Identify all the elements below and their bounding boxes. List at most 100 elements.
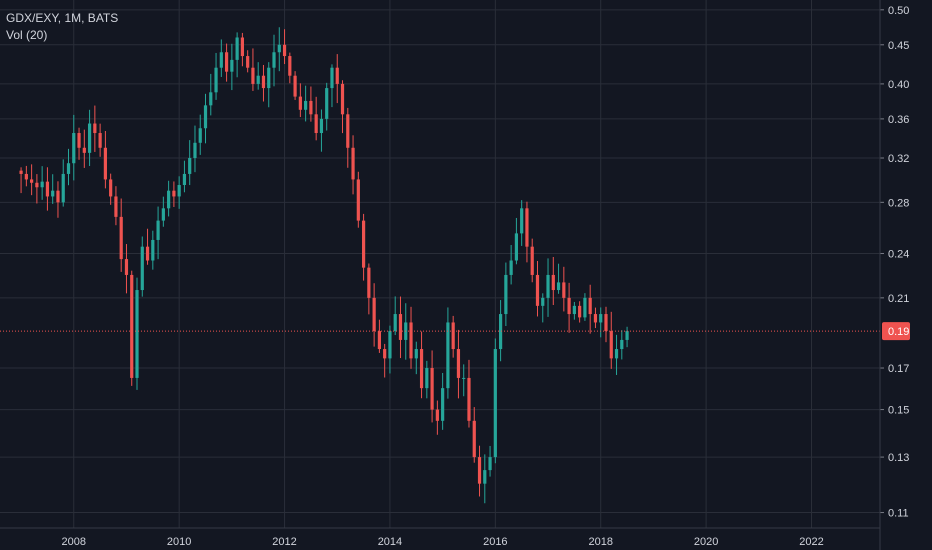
candle-body	[556, 282, 561, 291]
candle-body	[261, 75, 266, 89]
y-tick-label: 0.50	[888, 5, 909, 17]
candle	[198, 114, 202, 155]
candle	[114, 186, 118, 226]
candle-body	[293, 75, 297, 97]
y-tick-label: 0.28	[888, 197, 909, 209]
candle	[393, 296, 397, 336]
candle	[388, 325, 392, 374]
candle-body	[435, 409, 439, 421]
x-tick-label: 2018	[588, 536, 612, 548]
symbol-legend[interactable]: GDX/EXY, 1M, BATS	[6, 11, 119, 25]
candle	[24, 165, 28, 187]
x-tick-label: 2020	[694, 536, 718, 548]
candle-body	[504, 274, 508, 315]
candles	[19, 27, 629, 504]
candle-body	[340, 83, 345, 115]
candle-body	[493, 349, 497, 458]
candle	[504, 262, 508, 326]
candle	[572, 301, 576, 320]
candle-body	[467, 377, 471, 421]
candle	[562, 266, 566, 312]
candle-body	[135, 290, 139, 378]
y-tick-label: 0.36	[888, 114, 909, 126]
candle-body	[35, 182, 39, 188]
candle	[525, 201, 529, 263]
candle	[477, 445, 482, 497]
candle-body	[535, 274, 540, 306]
y-tick-label: 0.21	[888, 293, 909, 305]
candle	[40, 166, 44, 200]
candle	[620, 330, 624, 360]
candle	[356, 171, 360, 228]
candle-body	[441, 388, 445, 421]
candle	[583, 293, 587, 321]
candle	[51, 174, 55, 204]
candle-body	[277, 44, 281, 53]
candle	[314, 96, 318, 141]
candle-body	[377, 331, 382, 350]
volume-indicator-legend[interactable]: Vol (20)	[6, 28, 48, 42]
candle	[483, 454, 487, 504]
candle	[240, 32, 244, 67]
candle-body	[498, 314, 503, 350]
candle-body	[219, 52, 223, 68]
candle-body	[583, 297, 587, 318]
candle-body	[182, 173, 187, 186]
candle-body	[24, 173, 28, 180]
candle	[298, 83, 302, 118]
candle-body	[172, 190, 176, 197]
candle	[140, 236, 144, 297]
x-tick-label: 2014	[378, 536, 402, 548]
candle-body	[203, 105, 208, 129]
candle-body	[483, 470, 487, 484]
candle-body	[398, 314, 403, 340]
candle	[288, 52, 292, 84]
candle	[541, 293, 545, 323]
candle	[156, 206, 160, 260]
candle-body	[356, 179, 360, 221]
candle	[472, 407, 476, 463]
candle	[209, 73, 213, 116]
candle-body	[246, 56, 250, 68]
candle	[203, 93, 208, 144]
candle-body	[609, 331, 613, 359]
candle-body	[251, 67, 255, 84]
candle-body	[98, 133, 102, 148]
candle-body	[383, 349, 387, 359]
candle	[372, 283, 376, 347]
candle	[325, 82, 329, 131]
candle	[335, 54, 339, 104]
candle-body	[309, 100, 313, 115]
candle	[282, 29, 287, 65]
candle-body	[446, 322, 450, 389]
candle	[556, 263, 561, 294]
candle	[235, 32, 239, 78]
candle-body	[409, 322, 413, 359]
candle	[367, 263, 371, 315]
candle-body	[514, 233, 519, 261]
candle	[446, 307, 450, 399]
y-tick-label: 0.17	[888, 363, 909, 375]
candle-body	[167, 190, 171, 209]
candle	[419, 331, 424, 399]
last-price-badge-bg	[882, 322, 910, 341]
candle	[599, 307, 603, 338]
candle-body	[393, 314, 397, 332]
candle-body	[372, 297, 376, 332]
candle	[425, 360, 429, 399]
candle	[593, 307, 598, 329]
candle	[467, 359, 471, 428]
candle	[514, 217, 519, 265]
candle	[319, 109, 324, 152]
candle-body	[119, 216, 123, 260]
candle	[398, 296, 403, 359]
candle	[219, 39, 223, 77]
candle-body	[361, 220, 366, 268]
candle-body	[425, 368, 429, 389]
y-tick-label: 0.45	[888, 40, 909, 52]
candle-body	[72, 133, 76, 164]
y-tick-label: 0.24	[888, 249, 909, 261]
candle-body	[151, 239, 155, 261]
candle	[98, 123, 102, 157]
